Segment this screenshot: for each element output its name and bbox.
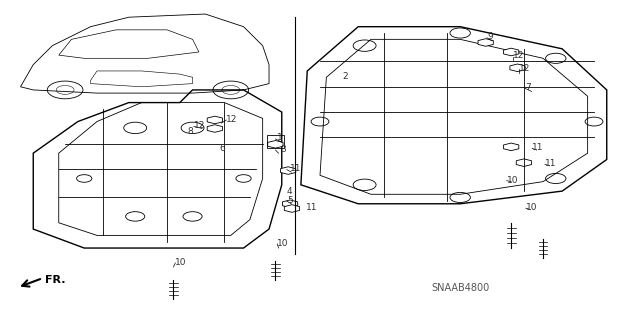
Text: SNAAB4800: SNAAB4800: [431, 283, 490, 293]
Text: FR.: FR.: [45, 275, 65, 285]
Text: 7: 7: [525, 83, 531, 92]
Text: 10: 10: [277, 239, 289, 248]
Polygon shape: [282, 200, 298, 208]
Polygon shape: [268, 141, 283, 148]
Text: 11: 11: [290, 165, 301, 174]
Polygon shape: [207, 125, 223, 132]
Polygon shape: [478, 39, 493, 46]
Polygon shape: [510, 64, 525, 71]
Polygon shape: [504, 143, 519, 151]
Polygon shape: [504, 48, 519, 56]
Text: 6: 6: [220, 144, 225, 153]
Text: 1: 1: [276, 133, 282, 143]
Text: 12: 12: [194, 121, 205, 130]
Polygon shape: [516, 159, 532, 167]
Text: 10: 10: [526, 203, 538, 212]
Text: 12: 12: [513, 51, 524, 60]
Text: 12: 12: [520, 64, 531, 73]
Text: 5: 5: [287, 196, 292, 205]
Text: 8: 8: [188, 127, 193, 136]
Text: 9: 9: [487, 32, 493, 41]
Text: 2: 2: [342, 72, 348, 81]
Polygon shape: [207, 116, 223, 124]
Text: 4: 4: [287, 187, 292, 196]
Polygon shape: [284, 205, 300, 212]
Polygon shape: [280, 167, 296, 174]
Text: 3: 3: [280, 145, 286, 154]
Text: 11: 11: [532, 143, 544, 152]
Text: 12: 12: [227, 115, 237, 123]
Text: 11: 11: [306, 203, 317, 212]
Text: 10: 10: [507, 175, 518, 185]
Text: 10: 10: [175, 258, 187, 267]
Text: 11: 11: [545, 159, 556, 168]
